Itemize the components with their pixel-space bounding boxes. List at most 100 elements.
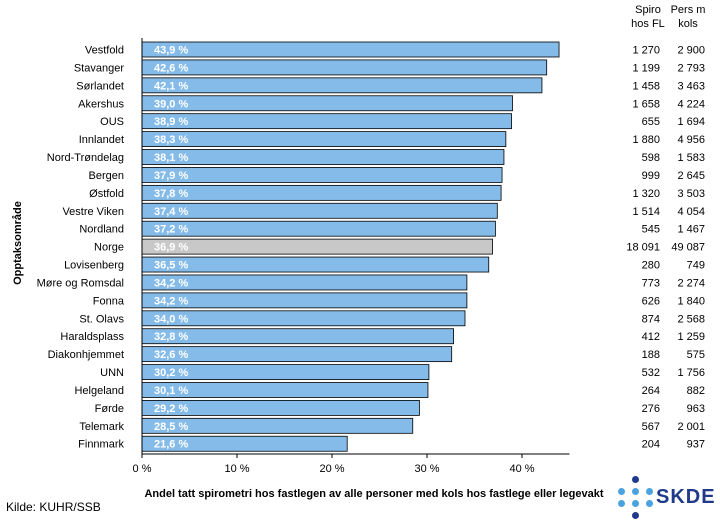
- value-label: 30,2 %: [154, 367, 188, 379]
- bar: [142, 329, 454, 344]
- value-label: 37,8 %: [154, 188, 188, 200]
- value-labels: 43,9 %42,6 %42,1 %39,0 %38,9 %38,3 %38,1…: [154, 45, 188, 451]
- category-label: Lovisenberg: [64, 260, 124, 272]
- source-note: Kilde: KUHR/SSB: [6, 500, 101, 514]
- spiro-count: 626: [642, 295, 660, 307]
- bar: [142, 347, 452, 362]
- bar: [142, 114, 512, 129]
- category-label: Akershus: [78, 98, 124, 110]
- spiro-count: 204: [642, 439, 660, 451]
- value-label: 36,5 %: [154, 260, 188, 272]
- spiro-count: 1 320: [632, 188, 660, 200]
- value-label: 30,1 %: [154, 385, 188, 397]
- bar: [142, 96, 513, 111]
- spiro-count: 1 880: [632, 134, 660, 146]
- category-label: Vestfold: [85, 45, 124, 57]
- value-label: 43,9 %: [154, 45, 188, 57]
- kols-count: 749: [687, 260, 705, 272]
- bars-layer: [142, 42, 559, 451]
- value-label: 37,9 %: [154, 170, 188, 182]
- value-label: 37,4 %: [154, 206, 188, 218]
- table-header: Spiro: [635, 4, 661, 16]
- value-label: 21,6 %: [154, 439, 188, 451]
- value-label: 34,2 %: [154, 277, 188, 289]
- value-label: 36,9 %: [154, 242, 188, 254]
- logo-dot: [646, 488, 653, 495]
- kols-count: 1 694: [677, 116, 705, 128]
- value-label: 38,1 %: [154, 152, 188, 164]
- spiro-count: 1 658: [632, 98, 660, 110]
- spiro-count: 18 091: [626, 242, 660, 254]
- kols-count: 2 568: [677, 313, 705, 325]
- logo-dot: [632, 488, 639, 495]
- value-label: 42,1 %: [154, 80, 188, 92]
- category-label: Nord-Trøndelag: [47, 152, 124, 164]
- category-label: Fonna: [93, 295, 125, 307]
- category-label: Norge: [94, 242, 124, 254]
- spiro-count: 188: [642, 349, 660, 361]
- y-axis-title: Opptaksområde: [12, 201, 24, 285]
- kols-count: 49 087: [671, 242, 705, 254]
- skde-logo: SKDE: [612, 474, 712, 522]
- kols-count: 1 259: [677, 331, 705, 343]
- x-tick-label: 30 %: [414, 463, 439, 475]
- bar: [142, 203, 497, 218]
- bar: [142, 311, 465, 326]
- kols-count: 2 001: [677, 421, 705, 433]
- value-label: 34,0 %: [154, 313, 188, 325]
- bar: [142, 132, 506, 147]
- logo-dot: [618, 500, 625, 507]
- spiro-count: 264: [642, 385, 660, 397]
- logo-dot: [646, 500, 653, 507]
- bar: [142, 78, 542, 93]
- table-header: kols: [678, 18, 698, 30]
- bar: [142, 221, 495, 236]
- category-label: Diakonhjemmet: [48, 349, 124, 361]
- bar: [142, 150, 504, 165]
- bar: [142, 239, 493, 254]
- value-label: 42,6 %: [154, 62, 188, 74]
- kols-count: 2 645: [677, 170, 705, 182]
- x-tick-label: 0 %: [133, 463, 152, 475]
- bar: [142, 257, 489, 272]
- bar: [142, 60, 547, 75]
- spiro-count: 598: [642, 152, 660, 164]
- logo-dot: [618, 488, 625, 495]
- bar: [142, 185, 501, 200]
- category-label: Førde: [95, 403, 124, 415]
- kols-count: 963: [687, 403, 705, 415]
- kols-count: 2 793: [677, 62, 705, 74]
- category-labels: Vestfold Stavanger Sørlandet Akershus OUS Inn…: [37, 45, 125, 451]
- spiro-count: 532: [642, 367, 660, 379]
- category-label: Helgeland: [74, 385, 124, 397]
- bar: [142, 275, 467, 290]
- x-tick-label: 20 %: [319, 463, 344, 475]
- spiro-count: 1 199: [632, 62, 660, 74]
- value-label: 32,8 %: [154, 331, 188, 343]
- category-label: Vestre Viken: [62, 206, 124, 218]
- value-label: 32,6 %: [154, 349, 188, 361]
- spiro-count: 1 270: [632, 45, 660, 57]
- kols-count: 1 467: [677, 224, 705, 236]
- kols-count: 2 274: [677, 277, 705, 289]
- value-label: 37,2 %: [154, 224, 188, 236]
- spiro-count: 412: [642, 331, 660, 343]
- value-label: 28,5 %: [154, 421, 188, 433]
- kols-count: 575: [687, 349, 705, 361]
- category-label: Telemark: [79, 421, 124, 433]
- kols-count: 2 900: [677, 45, 705, 57]
- category-label: Haraldsplass: [60, 331, 124, 343]
- spiro-count: 1 458: [632, 80, 660, 92]
- value-label: 29,2 %: [154, 403, 188, 415]
- spiro-count: 773: [642, 277, 660, 289]
- category-label: OUS: [100, 116, 124, 128]
- category-label: Sørlandet: [76, 80, 124, 92]
- kols-count: 4 054: [677, 206, 705, 218]
- category-label: Møre og Romsdal: [37, 277, 124, 289]
- value-label: 38,9 %: [154, 116, 188, 128]
- spiro-count: 999: [642, 170, 660, 182]
- value-label: 39,0 %: [154, 98, 188, 110]
- spiro-count: 567: [642, 421, 660, 433]
- spiro-count: 280: [642, 260, 660, 272]
